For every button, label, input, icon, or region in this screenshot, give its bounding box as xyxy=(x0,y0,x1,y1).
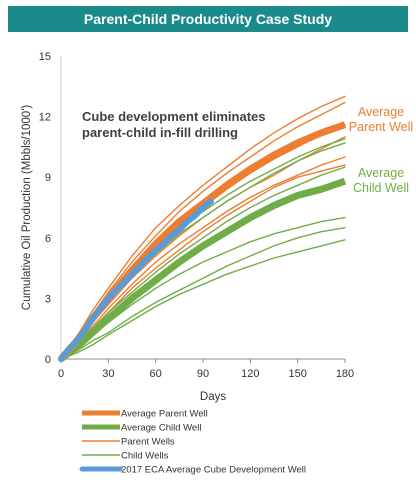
legend-label-2017-eca-average-cube-development-well: 2017 ECA Average Cube Development Well xyxy=(121,465,306,476)
y-axis-title: Cumulative Oil Production (Mbbls/1000') xyxy=(21,105,33,311)
annotation-text: parent-child in-fill drilling xyxy=(82,125,238,140)
average-well-lines xyxy=(58,121,347,362)
child-wells-line-5 xyxy=(60,226,346,360)
annotations: Cube development eliminatesparent-child … xyxy=(82,105,413,195)
tick-labels: 0 30 60 90 120 150 180 0 3 6 9 12 15 Days Cumulative O… xyxy=(21,51,354,403)
y-tick-label: 3 xyxy=(45,293,51,305)
parent-wells-line-1 xyxy=(60,95,346,360)
end-label-average-parent-well: Parent Well xyxy=(349,120,413,134)
x-tick-label: 120 xyxy=(241,368,259,380)
y-tick-label: 6 xyxy=(45,233,51,245)
annotation-text: Cube development eliminates xyxy=(82,109,266,124)
chart-title: Parent-Child Productivity Case Study xyxy=(83,11,333,27)
parent-wells-line-5 xyxy=(60,156,346,360)
end-label-average-child-well: Average xyxy=(358,166,404,180)
legend: Average Parent Well Average Child Well Par… xyxy=(79,409,306,476)
y-tick-label: 9 xyxy=(45,172,51,184)
x-tick-label: 30 xyxy=(102,368,114,380)
y-tick-label: 15 xyxy=(39,51,51,63)
child-wells-line-6 xyxy=(60,239,346,360)
x-tick-label: 180 xyxy=(336,368,354,380)
x-tick-label: 150 xyxy=(288,368,306,380)
y-tick-label: 12 xyxy=(39,112,51,124)
legend-label-child-wells: Child Wells xyxy=(121,451,169,462)
x-axis-title: Days xyxy=(200,391,226,403)
x-tick-label: 90 xyxy=(197,368,209,380)
x-tick-label: 0 xyxy=(58,368,64,380)
x-tick-label: 60 xyxy=(150,368,162,380)
legend-label-average-parent-well: Average Parent Well xyxy=(121,409,208,420)
end-label-average-child-well: Child Well xyxy=(353,181,409,195)
legend-label-parent-wells: Parent Wells xyxy=(121,437,175,448)
2017-eca-average-cube-development-well-line xyxy=(58,198,214,362)
y-tick-label: 0 xyxy=(45,354,51,366)
average-child-well-line xyxy=(58,177,347,362)
title-background xyxy=(8,6,408,32)
legend-label-average-child-well: Average Child Well xyxy=(121,423,201,434)
end-label-average-parent-well: Average xyxy=(358,105,404,119)
